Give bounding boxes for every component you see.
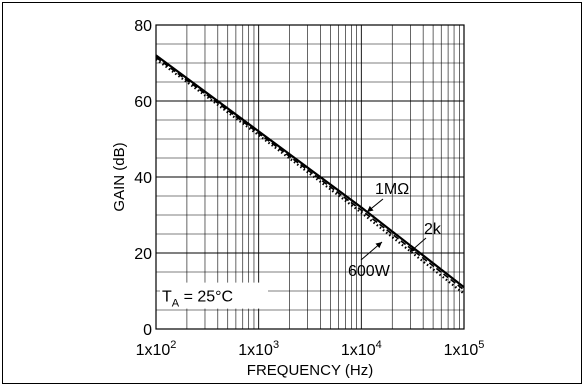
series-label-3: 600W (348, 263, 391, 280)
condition-label-background (160, 282, 268, 309)
y-axis-label: GAIN (dB) (111, 142, 128, 211)
y-tick-label: 0 (143, 322, 152, 339)
condition-rest: = 25°C (179, 289, 233, 306)
y-tick-label: 20 (134, 246, 152, 263)
condition-main: T (162, 289, 172, 306)
axis-ticks: 0 20 40 60 80 1x102 1x103 1x104 1x105 (134, 18, 484, 359)
x-tick-label: 1x104 (341, 339, 382, 359)
x-axis-label: FREQUENCY (Hz) (247, 362, 373, 379)
series-arrowhead-2 (410, 245, 417, 252)
x-tick-label: 1x105 (444, 339, 485, 359)
plot-area-border (155, 24, 465, 330)
series-label-2: 2k (424, 221, 442, 238)
x-tick-label: 1x102 (136, 339, 177, 359)
series-annotations: 1MΩ 2k 600W (348, 181, 442, 280)
series-label-1: 1MΩ (375, 181, 409, 198)
series-lines (155, 54, 465, 295)
series-arrowhead-3 (375, 242, 382, 249)
series-line-3 (155, 58, 465, 295)
y-tick-label: 80 (134, 18, 152, 35)
x-tick-label: 1x103 (238, 339, 279, 359)
condition-subscript: A (172, 298, 180, 310)
series-arrowhead-1 (367, 205, 374, 212)
y-tick-label: 40 (134, 170, 152, 187)
y-tick-label: 60 (134, 94, 152, 111)
condition-label: TA = 25°C (162, 289, 233, 310)
figure-frame (2, 2, 582, 384)
grid (156, 25, 464, 329)
